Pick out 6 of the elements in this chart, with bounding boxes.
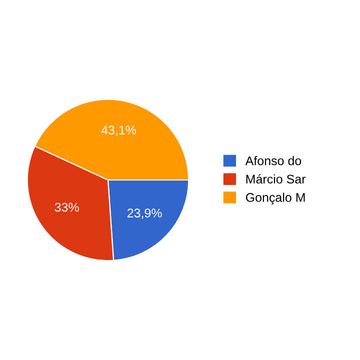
data-label: 43,1% — [101, 126, 136, 136]
data-label: 33% — [54, 202, 79, 212]
legend-label: Márcio Sar — [246, 174, 306, 184]
data-label: 23,9% — [127, 208, 162, 219]
legend-label: Afonso do — [245, 156, 302, 166]
legend-label: Gonçalo M — [246, 192, 305, 204]
